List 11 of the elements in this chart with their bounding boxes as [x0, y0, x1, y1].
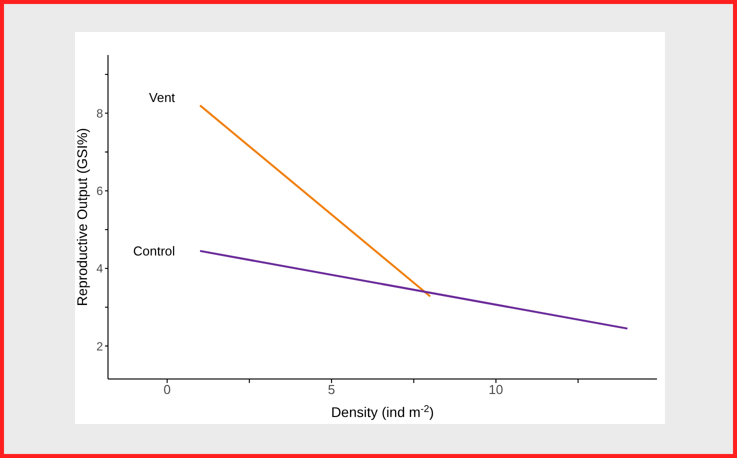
x-tick-label: 0	[164, 382, 171, 398]
y-axis-title: Reproductive Output (GSI%)	[74, 128, 90, 306]
y-tick-label: 8	[96, 106, 104, 120]
series-label: Control	[133, 243, 176, 258]
x-tick-label: 5	[328, 382, 336, 398]
y-tick-label: 2	[96, 339, 104, 354]
series-label: Vent	[149, 90, 176, 105]
x-axis-title: Density (ind m$^{-2}$)	[331, 404, 434, 420]
y-tick-label: 4	[96, 262, 104, 276]
x-tick-label: 10	[488, 382, 504, 398]
y-tick-label: 6	[96, 184, 104, 198]
